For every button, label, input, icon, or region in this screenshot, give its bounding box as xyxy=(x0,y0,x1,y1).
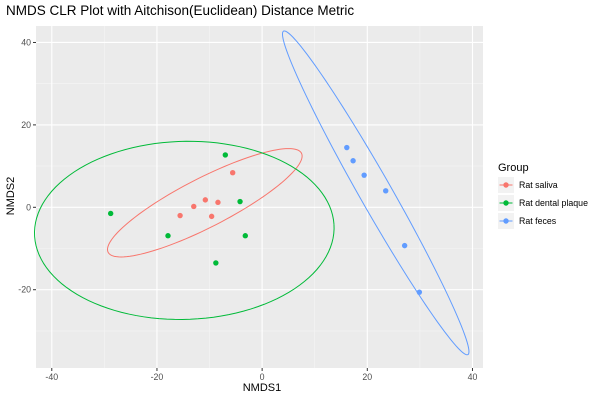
x-axis: -40 -20 0 20 40 xyxy=(45,368,477,382)
legend-label: Rat saliva xyxy=(519,180,558,190)
plot-title: NMDS CLR Plot with Aitchison(Euclidean) … xyxy=(6,3,354,18)
point-series-2-2 xyxy=(165,233,171,239)
x-tick-label: 0 xyxy=(260,372,265,382)
point-series-3-3 xyxy=(361,172,367,178)
x-tick-label: 20 xyxy=(362,372,372,382)
point-series-3-4 xyxy=(383,188,389,194)
ellipse-series-2 xyxy=(34,140,335,320)
ellipses xyxy=(34,30,470,356)
point-series-3-2 xyxy=(350,158,356,164)
point-series-1-6 xyxy=(229,169,236,176)
point-series-3-5 xyxy=(401,242,408,249)
point-series-2-3 xyxy=(213,260,219,266)
legend-label: Rat dental plaque xyxy=(519,198,588,208)
plot-panel xyxy=(34,26,483,368)
y-axis-title: NMDS2 xyxy=(5,177,17,216)
point-series-2-1 xyxy=(107,210,114,217)
x-axis-title: NMDS1 xyxy=(243,382,282,394)
point-series-2-5 xyxy=(237,198,243,205)
y-tick-label: -20 xyxy=(18,285,31,295)
legend-item: Rat dental plaque xyxy=(498,195,588,211)
legend-item: Rat saliva xyxy=(498,177,558,193)
y-tick-label: 0 xyxy=(26,202,31,212)
legend-title: Group xyxy=(498,162,529,174)
point-series-3-1 xyxy=(344,144,350,151)
ellipse-series-3 xyxy=(281,30,470,356)
legend-item: Rat feces xyxy=(498,213,557,229)
points xyxy=(107,144,423,295)
legend-key-point xyxy=(503,218,509,224)
point-series-1-4 xyxy=(208,213,215,220)
x-tick-label: 40 xyxy=(468,372,478,382)
point-series-1-3 xyxy=(202,197,209,203)
ellipse-series-1 xyxy=(106,148,303,258)
panel-background xyxy=(36,26,483,368)
grid-major xyxy=(36,26,483,368)
point-series-2-4 xyxy=(222,152,229,158)
legend-items: Rat saliva Rat dental plaque Rat feces xyxy=(498,177,588,229)
legend-label: Rat feces xyxy=(519,216,557,226)
point-series-2-6 xyxy=(242,233,249,239)
point-series-1-1 xyxy=(177,212,183,219)
legend-key-point xyxy=(503,182,509,188)
x-tick-label: -40 xyxy=(45,372,58,382)
legend: Group Rat saliva Rat dental plaque Rat fec… xyxy=(498,162,588,229)
point-series-3-6 xyxy=(416,289,423,295)
point-series-1-5 xyxy=(215,199,221,206)
point-series-1-2 xyxy=(191,203,197,210)
y-tick-label: 20 xyxy=(21,120,31,130)
legend-key-point xyxy=(503,200,509,206)
y-tick-label: 40 xyxy=(21,37,31,47)
y-axis: -20 0 20 40 xyxy=(18,37,36,295)
x-tick-label: -20 xyxy=(151,372,164,382)
grid-minor xyxy=(36,26,483,368)
